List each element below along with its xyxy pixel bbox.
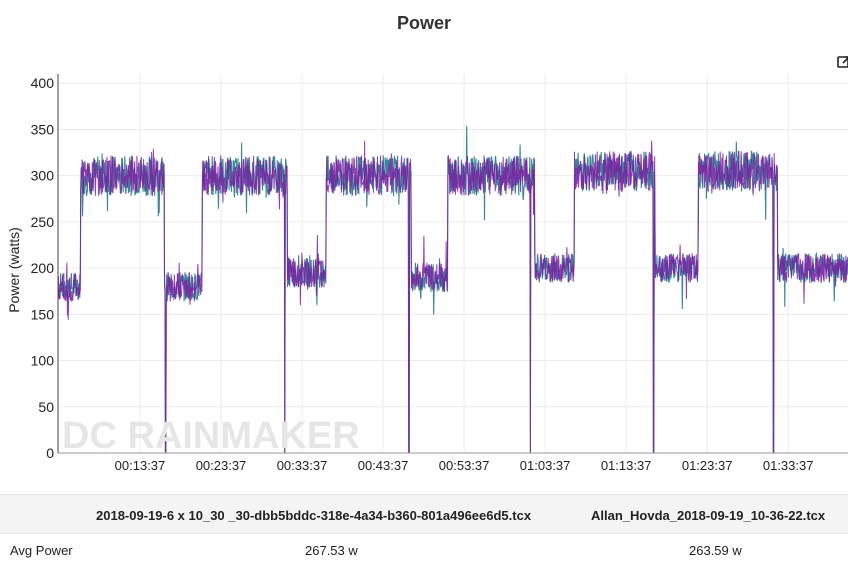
table-header: 2018-09-19-6 x 10_30 _30-dbb5bddc-318e-4… — [0, 494, 848, 534]
x-tick-label: 00:33:37 — [277, 458, 328, 473]
y-tick-label: 350 — [31, 121, 55, 137]
y-tick-label: 300 — [31, 168, 55, 184]
stats-table: 2018-09-19-6 x 10_30 _30-dbb5bddc-318e-4… — [0, 494, 848, 577]
x-tick-label: 01:33:37 — [763, 458, 814, 473]
series-1-header: 2018-09-19-6 x 10_30 _30-dbb5bddc-318e-4… — [96, 508, 532, 523]
series-1-avg-power: 267.53 w — [305, 543, 358, 558]
x-tick-label: 00:23:37 — [196, 458, 247, 473]
y-axis-label: Power (watts) — [6, 227, 22, 313]
power-chart: 0 50 100 150 200 250 300 350 400 00:13:37 00:23:37… — [6, 74, 848, 473]
chart-grid — [58, 74, 848, 454]
x-tick-label: 01:23:37 — [682, 458, 733, 473]
watermark: DC RAINMAKER — [62, 415, 360, 457]
x-tick-label: 00:43:37 — [358, 458, 409, 473]
chart-title: Power — [396, 13, 452, 33]
y-tick-label: 200 — [31, 260, 55, 276]
y-tick-label: 400 — [31, 75, 55, 91]
y-tick-label: 250 — [31, 214, 55, 230]
x-tick-label: 01:13:37 — [601, 458, 652, 473]
x-tick-label: 00:13:37 — [115, 458, 166, 473]
series-2-avg-power: 263.59 w — [689, 543, 742, 558]
y-tick-label: 0 — [46, 445, 54, 461]
series-line-2 — [57, 140, 848, 454]
y-tick-label: 50 — [38, 399, 54, 415]
export-icon[interactable] — [837, 55, 848, 69]
y-tick-label: 150 — [31, 306, 55, 322]
x-tick-label: 01:03:37 — [520, 458, 571, 473]
avg-power-label: Avg Power — [10, 543, 73, 558]
y-tick-label: 100 — [31, 353, 55, 369]
series-layer — [57, 126, 848, 454]
series-2-header: Allan_Hovda_2018-09-19_10-36-22.tcx — [591, 508, 826, 523]
x-tick-label: 00:53:37 — [439, 458, 490, 473]
chart-axes: 0 50 100 150 200 250 300 350 400 00:13:37 00:23:37… — [31, 74, 848, 473]
